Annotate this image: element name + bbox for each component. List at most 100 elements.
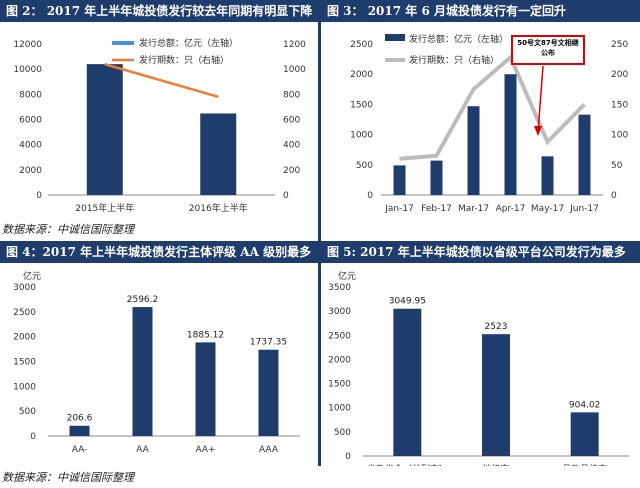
x-tick-label: Apr-17 (496, 204, 526, 214)
y-tick-label: 500 (19, 407, 36, 417)
legend-label: 发行期数：只（右轴） (139, 54, 229, 66)
y2-tick-label: 0 (283, 191, 289, 201)
annotation-arrowhead (534, 126, 542, 136)
y-tick-label: 0 (367, 191, 373, 201)
x-tick-label: AAA (259, 445, 279, 455)
bar (393, 308, 422, 456)
x-tick-label: AA (136, 445, 149, 455)
y-tick-label: 8000 (19, 90, 42, 100)
legend-swatch (385, 34, 405, 41)
y-tick-label: 1000 (13, 382, 36, 392)
y-tick-label: 1000 (328, 404, 351, 414)
series-line (104, 62, 219, 99)
y-axis-label: 亿元 (338, 270, 356, 282)
y-tick-label: 2500 (13, 308, 36, 318)
y-tick-label: 2500 (350, 40, 373, 50)
bar (430, 160, 443, 195)
bar (504, 74, 517, 195)
x-tick-label: 2016年上半年 (189, 202, 248, 214)
y-tick-label: 1500 (350, 100, 373, 110)
y2-tick-label: 50 (611, 161, 623, 171)
y2-tick-label: 200 (283, 166, 300, 176)
bar (86, 64, 123, 195)
y2-tick-label: 800 (283, 90, 300, 100)
y2-tick-label: 150 (611, 100, 628, 110)
x-tick-label: 2015年上半年 (75, 202, 134, 214)
y-tick-label: 500 (356, 161, 373, 171)
y-tick-label: 6000 (19, 116, 42, 126)
bar (570, 412, 599, 456)
panel-title: 图 3： 2017 年 6 月城投债发行有一定回升 (321, 0, 640, 22)
chart-issuance-vs-last-year: 0 2000 4000 6000 8000 10000 12000 0 200 400 600 800… (13, 37, 306, 214)
x-tick-label: 省及省会（单列市） (367, 463, 448, 466)
source-note: 数据来源：中诚信国际整理 (2, 223, 134, 236)
data-label: 206.6 (67, 414, 93, 424)
y-tick-label: 0 (345, 452, 351, 462)
annotation-arrow (537, 65, 544, 133)
y2-tick-label: 1000 (283, 65, 306, 75)
legend-label: 发行期数：只（右轴） (409, 54, 499, 66)
x-tick-label: Jan-17 (384, 204, 414, 214)
series-line (399, 53, 586, 161)
y-tick-label: 0 (30, 432, 36, 442)
bar (393, 165, 406, 195)
annotation-box-text: 50号文87号文相继公布 (517, 39, 578, 57)
y-tick-label: 3000 (328, 307, 351, 317)
legend-label: 发行总额：亿元（左轴） (409, 33, 508, 45)
data-label: 2596.2 (127, 295, 159, 305)
panel-platform-level: 图 5: 2017 年上半年城投债以省级平台公司发行为最多 0 500 1000 15… (321, 241, 640, 466)
panel-title: 图 5: 2017 年上半年城投债以省级平台公司发行为最多 (321, 241, 640, 263)
y2-tick-label: 250 (611, 40, 628, 50)
y-tick-label: 4000 (19, 141, 42, 151)
panel-monthly-issuance: 图 3： 2017 年 6 月城投债发行有一定回升 0 500 1000 1500 20… (321, 0, 640, 215)
y-tick-label: 10000 (13, 65, 42, 75)
x-tick-label: May-17 (531, 204, 564, 214)
x-tick-label: AA- (72, 445, 88, 455)
panel-divider (318, 0, 321, 466)
data-label: 1885.12 (187, 330, 224, 340)
y-tick-label: 1500 (328, 380, 351, 390)
chart-monthly-issuance: 0 500 1000 1500 2000 2500 0 50 100 150 200 250 Jan-1… (350, 33, 628, 214)
bar (258, 349, 279, 436)
y-tick-label: 500 (334, 428, 351, 438)
y-tick-label: 1000 (350, 131, 373, 141)
x-tick-label: AA+ (195, 445, 215, 455)
y2-tick-label: 200 (611, 70, 628, 80)
y-tick-label: 2000 (19, 166, 42, 176)
x-tick-label: 县及县级市 (562, 463, 607, 466)
data-label: 1737.35 (250, 338, 287, 348)
y-tick-label: 3500 (328, 283, 351, 293)
bar (541, 156, 554, 195)
panel-title: 图 2： 2017 年上半年城投债发行较去年同期有明显下降 (0, 0, 318, 22)
annotation-box (511, 35, 585, 65)
y-tick-label: 3000 (13, 283, 36, 293)
y-tick-label: 2500 (328, 331, 351, 341)
x-tick-label: Jun-17 (569, 204, 599, 214)
y-axis-label: 亿元 (23, 270, 41, 282)
y2-tick-label: 600 (283, 116, 300, 126)
y2-tick-label: 1200 (283, 40, 306, 50)
y-tick-label: 12000 (13, 40, 42, 50)
y2-tick-label: 400 (283, 141, 300, 151)
panel-title: 图 4：2017 年上半年城投债发行主体评级 AA 级别最多 (0, 241, 318, 263)
y-tick-label: 2000 (13, 333, 36, 343)
data-label: 3049.95 (389, 297, 426, 307)
y2-tick-label: 100 (611, 131, 628, 141)
bar (69, 425, 90, 436)
legend-label: 发行总额：亿元（左轴） (139, 37, 238, 49)
bar (467, 106, 480, 195)
data-label: 904.02 (569, 400, 601, 410)
y-tick-label: 1500 (13, 358, 36, 368)
panel-issuance-vs-last-year: 图 2： 2017 年上半年城投债发行较去年同期有明显下降 0 2000 4000 6… (0, 0, 318, 215)
source-note: 数据来源：中诚信国际整理 (2, 471, 134, 484)
x-tick-label: Feb-17 (421, 204, 452, 214)
panel-rating-distribution: 图 4：2017 年上半年城投债发行主体评级 AA 级别最多 0 500 1000 1… (0, 241, 318, 466)
x-tick-label: 地级市 (482, 463, 509, 466)
y-tick-label: 2000 (350, 70, 373, 80)
y-tick-label: 2000 (328, 355, 351, 365)
bar (482, 334, 510, 456)
bar (578, 114, 591, 195)
bar (195, 342, 216, 436)
